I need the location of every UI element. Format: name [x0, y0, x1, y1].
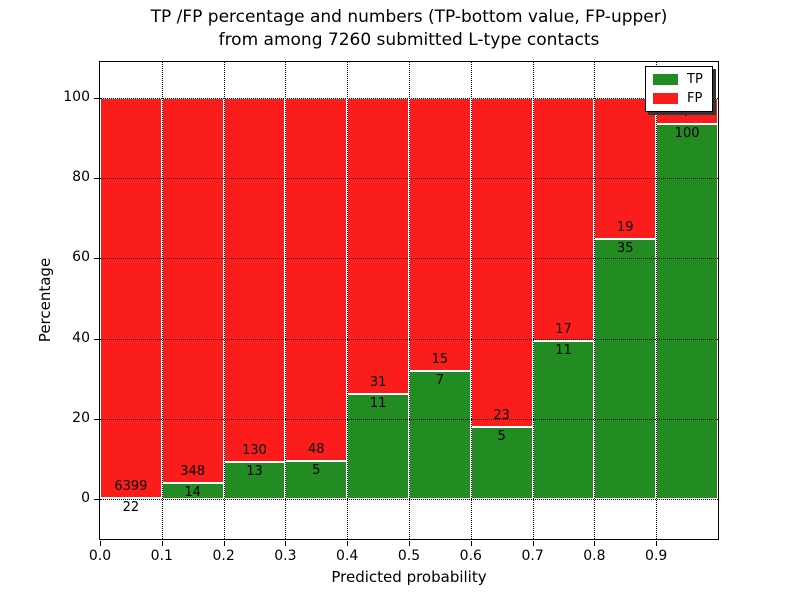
bar-label-tp: 5	[497, 429, 506, 445]
y-tick-label: 60	[72, 249, 90, 266]
gridline-vertical	[656, 62, 658, 539]
gridline-vertical	[347, 62, 349, 539]
bar-label-fp: 15	[431, 352, 449, 368]
y-tick-label: 80	[72, 169, 90, 186]
y-tick-mark	[94, 178, 99, 180]
gridline-horizontal	[100, 498, 718, 500]
legend-entry-fp: FP	[653, 92, 703, 105]
gridline-horizontal	[100, 338, 718, 340]
bar-segment-tp	[285, 461, 348, 499]
x-tick-label: 0.1	[150, 548, 173, 564]
x-tick-label: 0.3	[274, 548, 297, 564]
gridline-vertical	[161, 62, 163, 539]
bar-segment-fp	[161, 98, 224, 484]
y-tick-mark	[94, 258, 99, 260]
bar-label-fp: 6399	[114, 478, 148, 494]
legend-label-tp: TP	[687, 72, 703, 87]
gridline-horizontal	[100, 418, 718, 420]
plot-area: 6399 22 348 14 130 13 48 5 31 11 15 7 23 5 17 11 19 35 7 10…	[99, 61, 719, 540]
y-tick-label: 20	[72, 409, 90, 426]
x-tick-label: 0.2	[212, 548, 235, 564]
x-tick-label: 0.8	[583, 548, 606, 564]
y-tick-mark	[94, 98, 99, 100]
bar-segment-fp	[223, 98, 286, 463]
x-tick-label: 0.6	[459, 548, 482, 564]
bar-label-fp: 7	[682, 105, 692, 121]
x-tick-mark	[409, 541, 410, 546]
bar-segment-tp	[223, 462, 286, 499]
bar-label-tp: 11	[555, 343, 572, 359]
y-tick-mark	[94, 338, 99, 340]
bar-segment-tp	[594, 239, 657, 499]
gridline-vertical	[594, 62, 596, 539]
bar-segment-tp	[409, 371, 471, 499]
bar-segment-fp	[100, 98, 162, 498]
x-tick-mark	[532, 541, 534, 546]
bar-label-tp: 13	[246, 464, 263, 480]
bar-segment-fp	[532, 98, 595, 342]
fp-legend-swatch-icon	[653, 93, 678, 104]
bar-segment-fp	[347, 98, 409, 394]
x-tick-label: 0.0	[88, 548, 112, 564]
bar-label-fp: 348	[180, 464, 206, 480]
bar-label-tp: 100	[674, 126, 700, 142]
y-tick-label: 0	[81, 489, 90, 506]
bar-segment-fp	[285, 98, 348, 462]
y-tick-mark	[94, 498, 99, 500]
y-tick-label: 100	[63, 89, 90, 106]
bar-label-tp: 11	[369, 395, 387, 411]
y-tick-mark	[94, 418, 99, 420]
bar-label-tp: 7	[435, 373, 445, 389]
bar-label-tp: 5	[312, 463, 321, 479]
x-tick-label: 0.9	[645, 548, 668, 564]
x-tick-label: 0.5	[397, 548, 421, 564]
bar-label-tp: 14	[184, 485, 201, 501]
bar-label-fp: 23	[493, 408, 510, 424]
chart-title-line2: from among 7260 submitted L-type contact…	[218, 29, 600, 50]
bar-label-fp: 48	[308, 442, 325, 458]
y-tick-label: 40	[72, 329, 90, 346]
gridline-horizontal	[100, 178, 718, 180]
legend-entry-tp: TP	[653, 73, 703, 86]
x-axis-label: Predicted probability	[331, 568, 487, 586]
tp-legend-swatch-icon	[653, 74, 678, 85]
gridline-vertical	[409, 62, 410, 539]
bar-label-fp: 19	[617, 220, 634, 236]
gridline-horizontal	[100, 98, 718, 100]
x-tick-mark	[347, 541, 349, 546]
bar-label-tp: 22	[122, 499, 140, 515]
x-tick-mark	[100, 541, 101, 546]
x-tick-mark	[161, 541, 163, 546]
x-tick-mark	[285, 541, 287, 546]
bar-segment-tp	[532, 341, 595, 499]
bar-label-tp: 35	[617, 241, 634, 257]
bar-label-fp: 130	[242, 443, 267, 459]
x-tick-mark	[223, 541, 225, 546]
gridline-vertical	[285, 62, 287, 539]
bar-label-fp: 17	[555, 322, 572, 338]
gridline-horizontal	[100, 258, 718, 260]
chart-title-line1: TP /FP percentage and numbers (TP-bottom…	[150, 7, 668, 27]
x-tick-mark	[470, 541, 472, 546]
bar-segment-fp	[409, 98, 471, 372]
x-tick-mark	[656, 541, 658, 546]
bar-segment-tp	[656, 124, 718, 499]
gridline-vertical	[532, 62, 534, 539]
x-tick-label: 0.7	[521, 548, 544, 564]
chart-legend: TP FP	[645, 66, 713, 112]
x-tick-label: 0.4	[336, 548, 359, 564]
bar-label-fp: 31	[369, 374, 387, 390]
gridline-vertical	[223, 62, 225, 539]
bar-segment-fp	[594, 98, 657, 240]
gridline-vertical	[470, 62, 472, 539]
legend-label-fp: FP	[687, 91, 703, 106]
chart-title: TP /FP percentage and numbers (TP-bottom…	[99, 6, 719, 52]
x-tick-mark	[594, 541, 596, 546]
bar-segment-fp	[470, 98, 533, 428]
